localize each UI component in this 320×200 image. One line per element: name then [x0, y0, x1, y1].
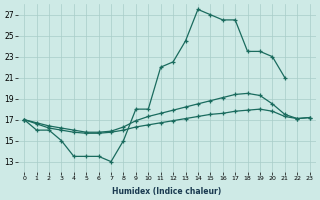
X-axis label: Humidex (Indice chaleur): Humidex (Indice chaleur)	[112, 187, 221, 196]
